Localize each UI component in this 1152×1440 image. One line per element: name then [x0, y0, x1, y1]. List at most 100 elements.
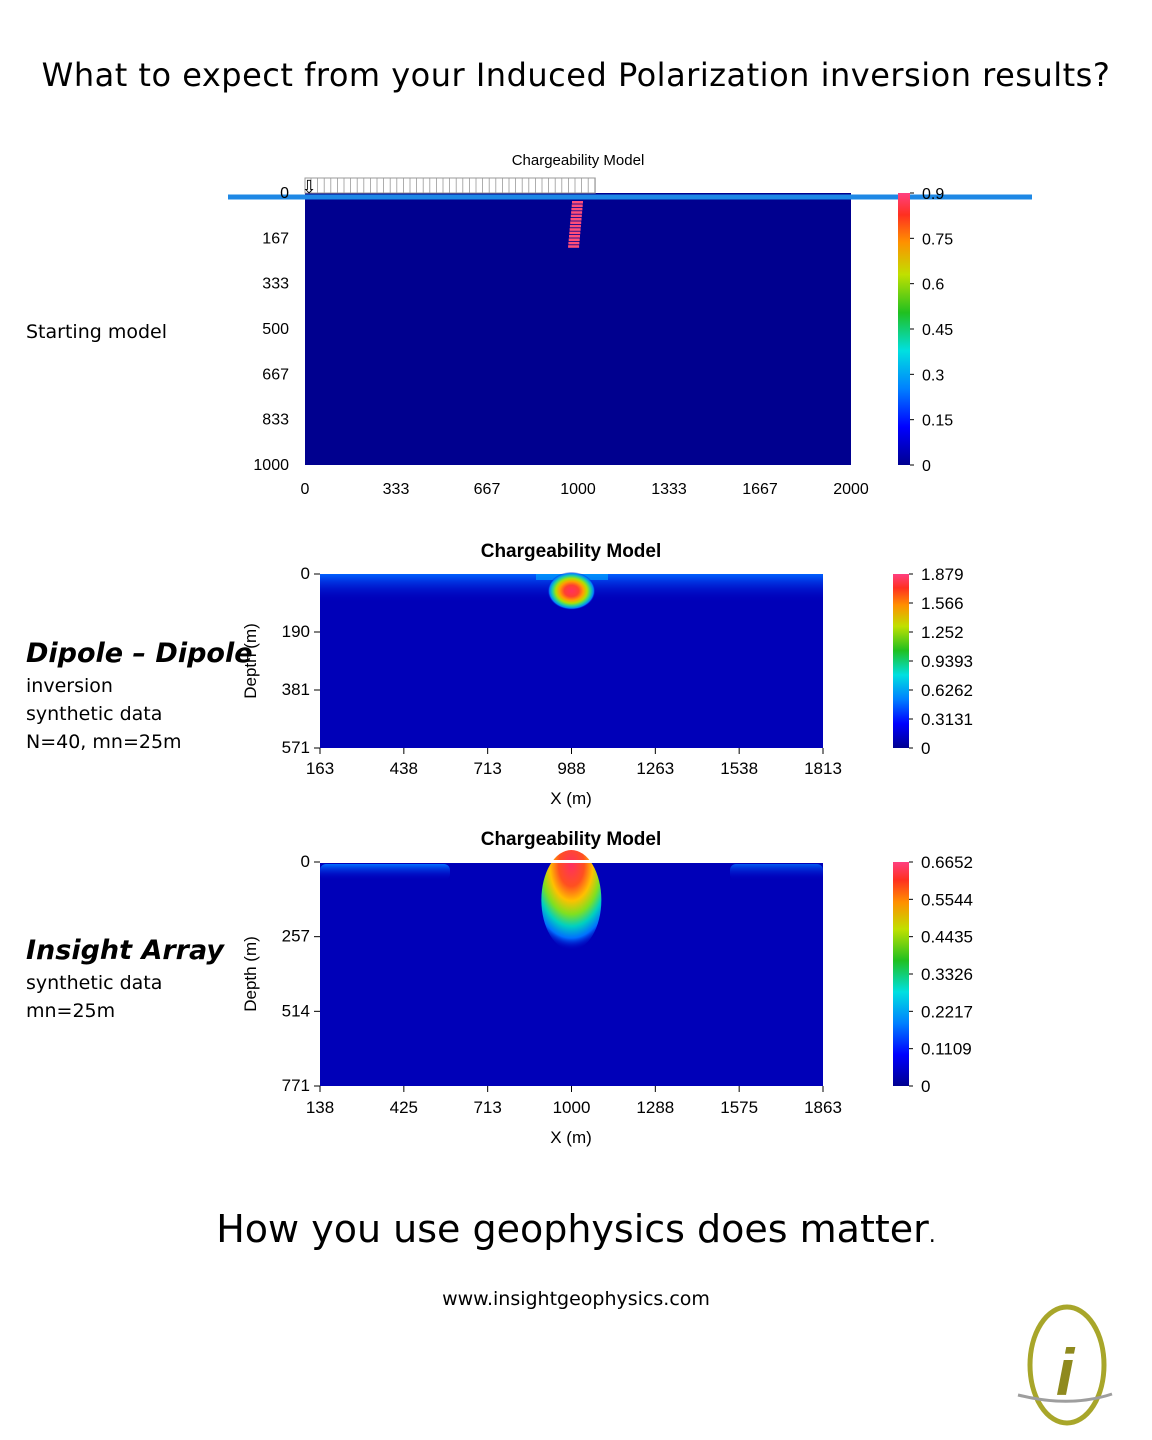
y-tick-label: 1000: [253, 457, 289, 474]
x-tick-label: 1288: [636, 1098, 674, 1117]
near-surface-anomaly-left: [320, 864, 450, 880]
dike-segment: [569, 228, 581, 231]
anomaly-plume: [541, 850, 602, 950]
y-tick-label: 514: [282, 1001, 310, 1020]
colorbar-tick-label: 1.879: [921, 565, 964, 584]
dike-segment: [570, 221, 582, 224]
colorbar-tick-label: 0.45: [922, 322, 953, 339]
tagline: How you use geophysics does matter.: [0, 1207, 1152, 1251]
colorbar-tick-label: 0.6652: [921, 853, 973, 872]
colorbar-tick-label: 0.9: [922, 186, 944, 203]
insight-array-label: Insight Array synthetic data mn=25m: [26, 933, 224, 1025]
x-tick-label: 1575: [720, 1098, 758, 1117]
x-tick-label: 1333: [651, 481, 687, 498]
x-axis-label: X (m): [550, 789, 592, 808]
colorbar-tick-label: 0.6262: [921, 681, 973, 700]
x-tick-label: 438: [390, 759, 418, 778]
colorbar-tick-label: 0.3: [922, 367, 944, 384]
y-tick-label: 167: [262, 230, 289, 247]
page-title: What to expect from your Induced Polariz…: [41, 56, 1111, 94]
y-tick-label: 500: [262, 321, 289, 338]
y-axis-label: Depth (m): [241, 623, 260, 699]
colorbar: [893, 574, 909, 748]
x-tick-label: 1813: [804, 759, 842, 778]
dike-segment: [570, 214, 582, 218]
colorbar-tick-label: 1.566: [921, 594, 964, 613]
dike-segment: [568, 241, 580, 245]
dike-segment: [569, 235, 580, 238]
insight-array-line: synthetic data: [26, 972, 163, 994]
tagline-text: How you use geophysics does matter: [216, 1207, 929, 1251]
logo-ring: [1027, 1304, 1107, 1426]
x-tick-label: 138: [306, 1098, 334, 1117]
x-axis: 138 425 713 1000 1288 1575 1863: [306, 1086, 842, 1117]
x-tick-label: 0: [301, 481, 310, 498]
dipole-dipole-line: inversion: [26, 675, 113, 697]
y-axis-label: Depth (m): [241, 936, 260, 1012]
x-axis: 163 438 713 988 1263 1538 1813: [306, 748, 842, 778]
dike-segment: [572, 201, 583, 204]
colorbar: [893, 862, 909, 1086]
dike-segment: [568, 238, 580, 241]
near-surface-anomaly-right: [730, 864, 823, 880]
y-axis: 0 190 381 571: [282, 564, 320, 757]
x-tick-label: 1263: [636, 759, 674, 778]
x-axis: 0 333 667 1000 1333 1667 2000: [301, 481, 869, 498]
x-tick-label: 1000: [553, 1098, 591, 1117]
colorbar-ticks: 0.6652 0.5544 0.4435 0.3326 0.2217 0.1109 0: [909, 853, 973, 1096]
anomaly-dike: [568, 201, 583, 248]
dike-segment: [569, 224, 581, 228]
colorbar-tick-label: 0.15: [922, 413, 953, 430]
colorbar-tick-label: 0.5544: [921, 890, 973, 909]
dipole-dipole-line: N=40, mn=25m: [26, 731, 182, 753]
y-tick-label: 0: [301, 564, 310, 583]
chart-title: Chargeability Model: [512, 152, 645, 169]
colorbar-tick-label: 0.3131: [921, 710, 973, 729]
x-tick-label: 1863: [804, 1098, 842, 1117]
chart-title: Chargeability Model: [481, 829, 662, 850]
anomaly-blob: [547, 571, 596, 610]
x-tick-label: 713: [473, 1098, 501, 1117]
colorbar-tick-label: 0.2217: [921, 1002, 973, 1021]
colorbar-ticks: 1.879 1.566 1.252 0.9393 0.6262 0.3131 0: [909, 565, 973, 758]
starting-model-label-line: Starting model: [26, 321, 167, 343]
colorbar-tick-label: 1.252: [921, 623, 964, 642]
x-tick-label: 713: [473, 759, 501, 778]
colorbar-tick-label: 0: [922, 458, 931, 475]
starting-model-label: Starting model: [26, 318, 167, 346]
dike-segment: [571, 211, 583, 214]
colorbar-tick-label: 0.9393: [921, 652, 973, 671]
colorbar-tick-label: 0: [921, 739, 930, 758]
x-tick-label: 2000: [833, 481, 869, 498]
electrode-array: [304, 177, 596, 194]
model-area: [305, 193, 851, 465]
dike-segment: [571, 207, 583, 211]
y-axis: 0 167 333 500 667 833 1000: [253, 185, 289, 474]
y-tick-label: 571: [282, 738, 310, 757]
insight-array-line: mn=25m: [26, 1000, 116, 1022]
y-tick-label: 0: [280, 185, 289, 202]
insight-logo: i: [1017, 1304, 1113, 1426]
colorbar-tick-label: 0.6: [922, 277, 944, 294]
tagline-dot: .: [928, 1223, 936, 1248]
electrode-box: [304, 177, 596, 194]
x-tick-label: 988: [557, 759, 585, 778]
logo-letter: i: [1056, 1335, 1076, 1409]
dipole-dipole-heading: Dipole – Dipole: [26, 638, 253, 669]
colorbar-ticks: 0.9 0.75 0.6 0.45 0.3 0.15 0: [910, 186, 953, 475]
dike-segment: [568, 245, 580, 248]
y-tick-label: 190: [282, 622, 310, 641]
dipole-dipole-line: synthetic data: [26, 703, 163, 725]
y-tick-label: 0: [301, 852, 310, 871]
x-tick-label: 1667: [742, 481, 778, 498]
y-tick-label: 257: [282, 927, 310, 946]
x-tick-label: 163: [306, 759, 334, 778]
starting-model-chart: Chargeability Model ⇩ 0 167 333 500 667 833 10…: [228, 152, 1032, 498]
colorbar-tick-label: 0.3326: [921, 965, 973, 984]
website-link[interactable]: www.insightgeophysics.com: [442, 1288, 710, 1310]
dike-segment: [569, 231, 581, 235]
colorbar-tick-label: 0: [921, 1077, 930, 1096]
y-tick-label: 833: [262, 412, 289, 429]
y-tick-label: 771: [282, 1076, 310, 1095]
plot-top-edge: [320, 860, 823, 863]
